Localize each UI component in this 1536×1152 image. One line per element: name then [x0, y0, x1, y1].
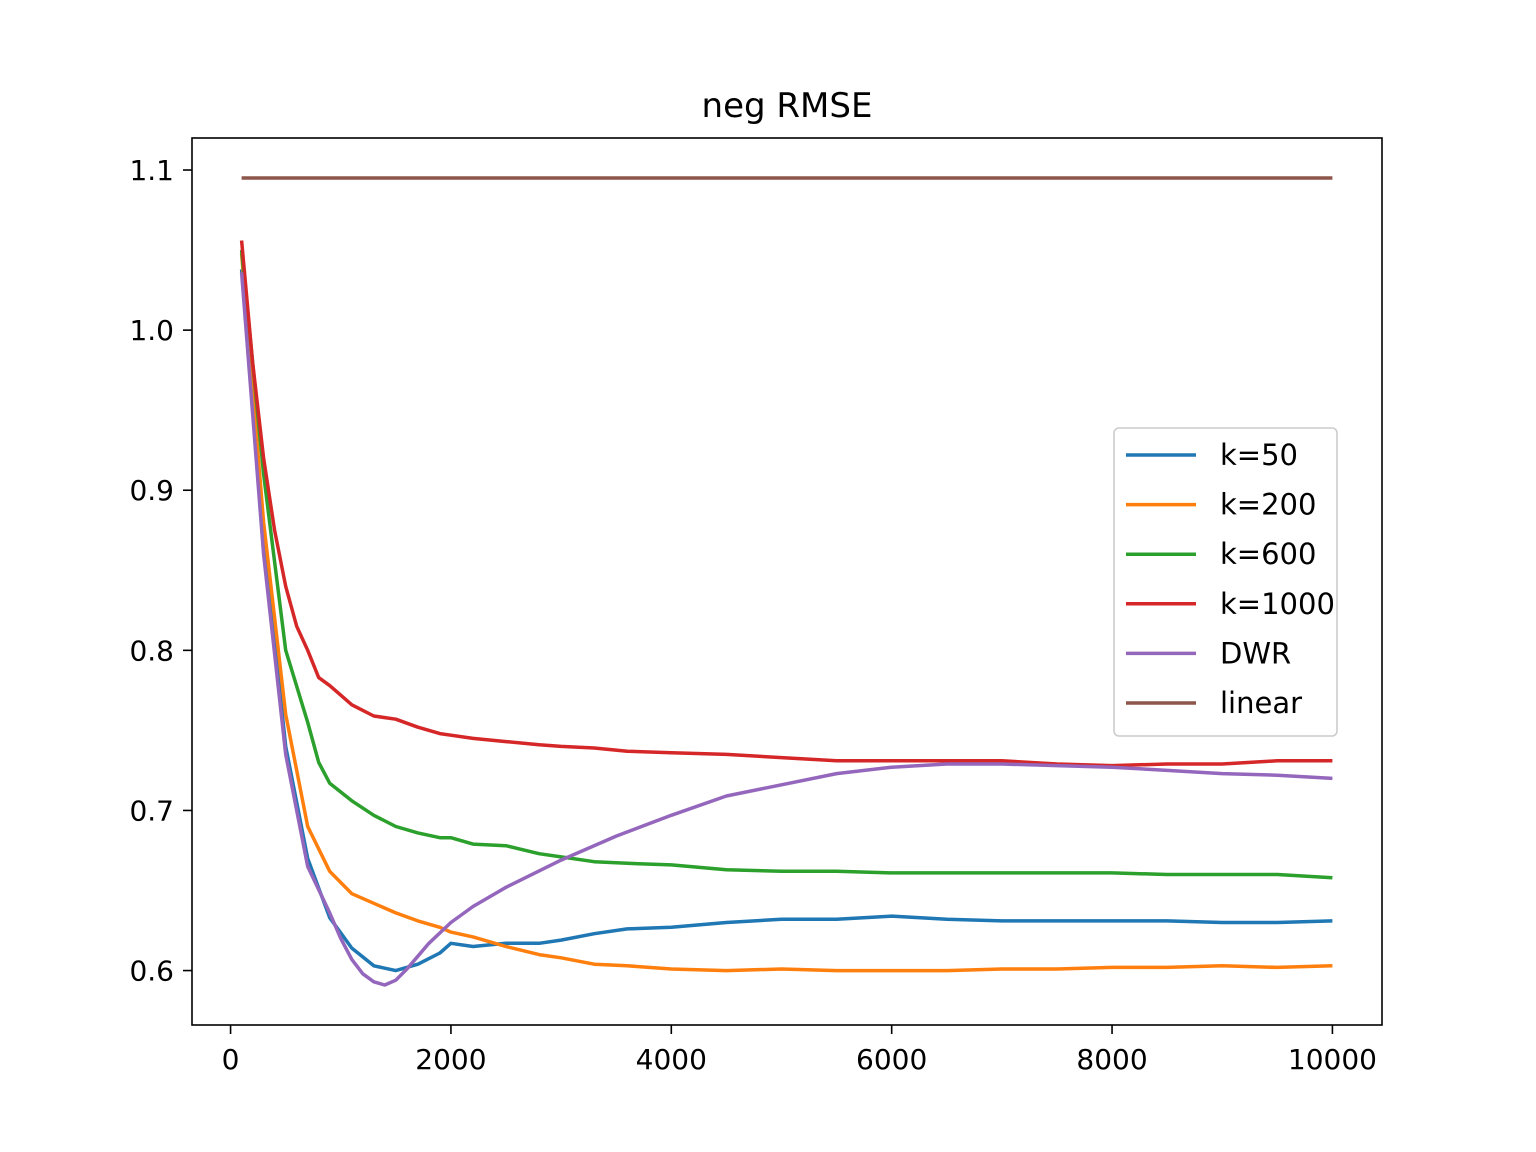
series-line-k-600 [239, 249, 1333, 880]
legend-label-linear: linear [1220, 686, 1302, 720]
series-line-k-1000 [239, 240, 1333, 768]
x-tick-label: 2000 [415, 1043, 486, 1076]
y-tick-label: 0.7 [129, 794, 174, 827]
y-tick-label: 0.9 [129, 474, 174, 507]
y-tick-label: 0.8 [129, 634, 174, 667]
x-tick-label: 10000 [1288, 1043, 1377, 1076]
legend-label-k-50: k=50 [1220, 438, 1298, 472]
x-tick-label: 4000 [636, 1043, 707, 1076]
chart-title: neg RMSE [702, 86, 873, 126]
y-tick-label: 1.1 [129, 154, 174, 187]
series-line-dwr [239, 272, 1333, 987]
x-tick-label: 8000 [1076, 1043, 1147, 1076]
x-tick-label: 0 [222, 1043, 240, 1076]
series-line-k-50 [239, 269, 1333, 973]
legend-label-k-200: k=200 [1220, 488, 1316, 522]
y-tick-label: 0.6 [129, 955, 174, 988]
series-layer [239, 176, 1333, 987]
x-tick-label: 6000 [856, 1043, 927, 1076]
axes-layer: 0 2000 4000 6000 8000 10000 0.6 0.7 0.8 0.9 1.0 1.1 [129, 137, 1383, 1076]
legend-label-k-600: k=600 [1220, 537, 1316, 571]
plot-frame [191, 137, 1383, 1026]
legend: k=50 k=200 k=600 k=1000 DWR linear [1113, 427, 1338, 737]
legend-label-k-1000: k=1000 [1220, 587, 1335, 621]
legend-label-dwr: DWR [1220, 636, 1291, 670]
series-line-k-200 [239, 253, 1333, 973]
y-tick-label: 1.0 [129, 314, 174, 347]
